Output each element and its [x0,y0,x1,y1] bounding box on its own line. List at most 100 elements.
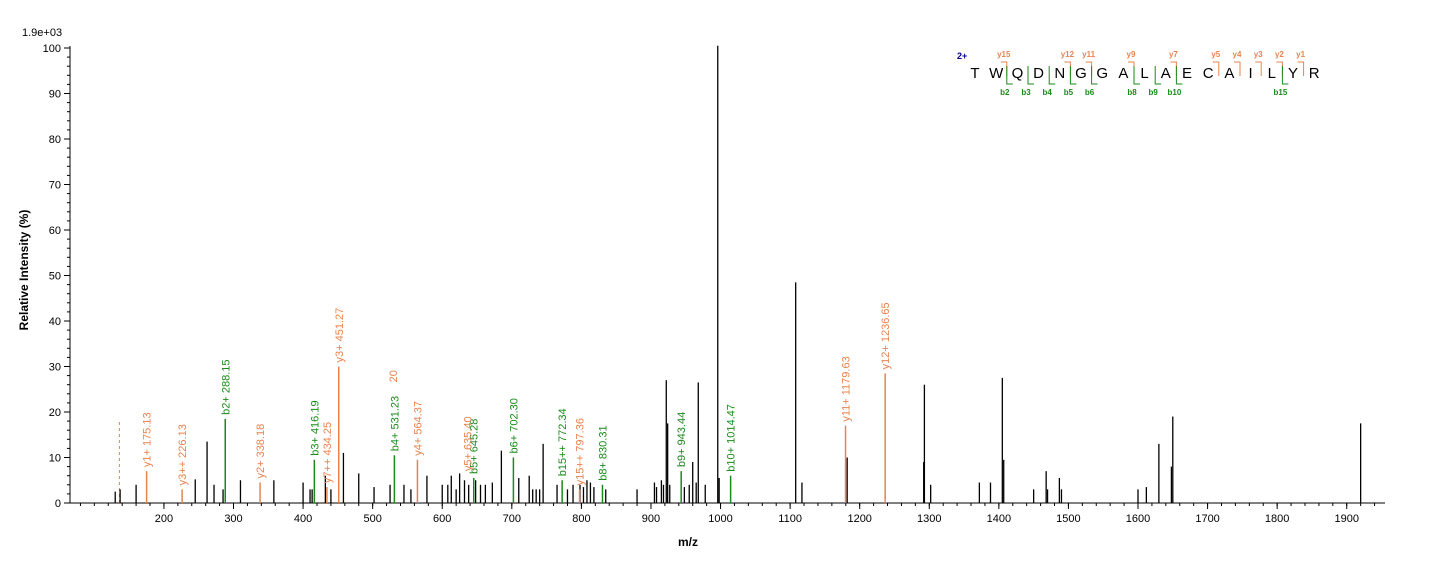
x-tick-label: 200 [155,513,173,525]
y-ion-label: y2+ 338.18 [255,424,267,479]
y-ion-bracket [1234,61,1241,76]
x-tick-label: 500 [363,513,381,525]
y-tick-label: 90 [49,89,61,101]
y-ion-fragment: y1 [1296,50,1305,59]
y-tick-label: 50 [49,271,61,283]
x-tick-label: 1000 [708,513,732,525]
y-ion-label: y1+ 175.13 [142,412,154,467]
intensity-scale-label: 1.9e+03 [22,27,62,39]
y-tick-label: 40 [49,316,61,328]
b-ion-bracket [1281,66,1289,85]
b-ion-label: b5+ 645.28 [469,419,481,474]
y-ion-bracket [1276,61,1283,76]
b-ion-fragment: b4 [1043,88,1053,97]
y-tick-label: 0 [55,498,61,510]
b-ion-label: b3+ 416.19 [309,400,321,455]
b-ion-label: b4+ 531.23 [389,396,401,451]
y-ion-fragment: y2 [1275,50,1284,59]
sequence-residue: L [1140,65,1148,82]
y-ion-bracket [1064,61,1071,76]
clipped-ion-label: 20 [388,370,400,382]
b-ion-label: b15++ 772.34 [557,408,569,476]
sequence-residue: G [1075,65,1087,82]
x-tick-label: 1300 [917,513,941,525]
b-ion-bracket [1006,66,1013,85]
x-axis-title: m/z [678,535,698,549]
y-ion-fragment: y5 [1211,50,1220,59]
b-ion-bracket [1154,66,1162,85]
b-ion-fragment: b3 [1021,88,1031,97]
y-ion-label: y7++ 434.25 [322,422,334,483]
sequence-residue: G [1096,65,1108,82]
x-tick-label: 1100 [778,513,802,525]
sequence-residue: C [1203,65,1214,82]
y-ion-label: y15++ 797.36 [575,418,587,485]
y-ion-label: y4+ 564.37 [412,401,424,456]
y-ion-fragment: y11 [1082,50,1095,59]
y-ion-fragment: y12 [1061,50,1075,59]
b-ion-bracket [1091,66,1098,85]
y-tick-label: 100 [43,43,61,55]
x-tick-label: 400 [294,513,312,525]
b-ion-bracket [1069,66,1077,85]
x-tick-label: 1900 [1334,513,1358,525]
y-ion-bracket [1170,61,1177,76]
y-ion-label: y11+ 1179.63 [841,356,853,421]
x-tick-label: 1500 [1056,513,1080,525]
b-ion-fragment: b8 [1127,88,1137,97]
y-ion-fragment: y3 [1254,50,1263,59]
b-ion-fragment: b2 [1000,88,1010,97]
b-ion-fragment: b9 [1149,88,1159,97]
sequence-residue: A [1224,65,1234,82]
sequence-residue: Y [1288,65,1298,82]
b-ion-label: b10+ 1014.47 [726,404,738,472]
x-tick-label: 1700 [1195,513,1219,525]
b-ion-label: b6+ 702.30 [508,398,520,453]
y-ion-label: y12+ 1236.65 [880,302,892,369]
sequence-residue: D [1033,65,1044,82]
clipped-ion-label: y5+ 635.40 [462,416,474,471]
y-tick-label: 30 [49,362,61,374]
sequence-residue: L [1268,65,1276,82]
x-tick-label: 300 [224,513,242,525]
sequence-residue: Q [1012,65,1024,82]
sequence-residue: W [989,65,1004,82]
y-tick-label: 70 [49,180,61,192]
b-ion-bracket [1027,66,1034,85]
y-ion-fragment: y7 [1169,50,1178,59]
y-tick-label: 20 [49,407,61,419]
y-ion-label: y3++ 226.13 [177,424,189,485]
x-tick-label: 900 [642,513,660,525]
y-ion-fragment: y4 [1233,50,1242,59]
sequence-residue: R [1309,65,1320,82]
y-ion-bracket [1255,61,1262,76]
b-ion-bracket [1133,66,1140,85]
x-tick-label: 600 [433,513,451,525]
sequence-residue: N [1054,65,1065,82]
b-ion-fragment: b5 [1064,88,1074,97]
y-tick-label: 80 [49,134,61,146]
b-ion-bracket [1175,66,1183,85]
x-tick-label: 800 [572,513,590,525]
x-tick-label: 1200 [847,513,871,525]
sequence-residue: E [1182,65,1192,82]
b-ion-fragment: b10 [1168,88,1182,97]
b-ion-label: b2+ 288.15 [220,359,232,414]
b-ion-label: b8+ 830.31 [597,425,609,480]
y-axis-title: Relative Intensity (%) [17,210,31,331]
y-ion-bracket [1297,61,1305,76]
y-ion-fragment: y9 [1127,50,1136,59]
sequence-residue: A [1161,65,1171,82]
y-ion-fragment: y15 [997,50,1011,59]
sequence-residue: T [970,65,979,82]
peak-series [114,45,1362,503]
x-tick-label: 1800 [1265,513,1289,525]
annotated-peaks: y1+ 175.13 y3++ 226.13 b2+ 288.15 y2+ 338.1… [142,302,892,503]
y-ion-bracket [1128,61,1135,76]
x-tick-label: 700 [503,513,521,525]
sequence-residue: A [1118,65,1128,82]
b-ion-fragment: b6 [1085,88,1095,97]
b-ion-fragment: b15 [1274,88,1288,97]
x-tick-label: 1600 [1126,513,1150,525]
